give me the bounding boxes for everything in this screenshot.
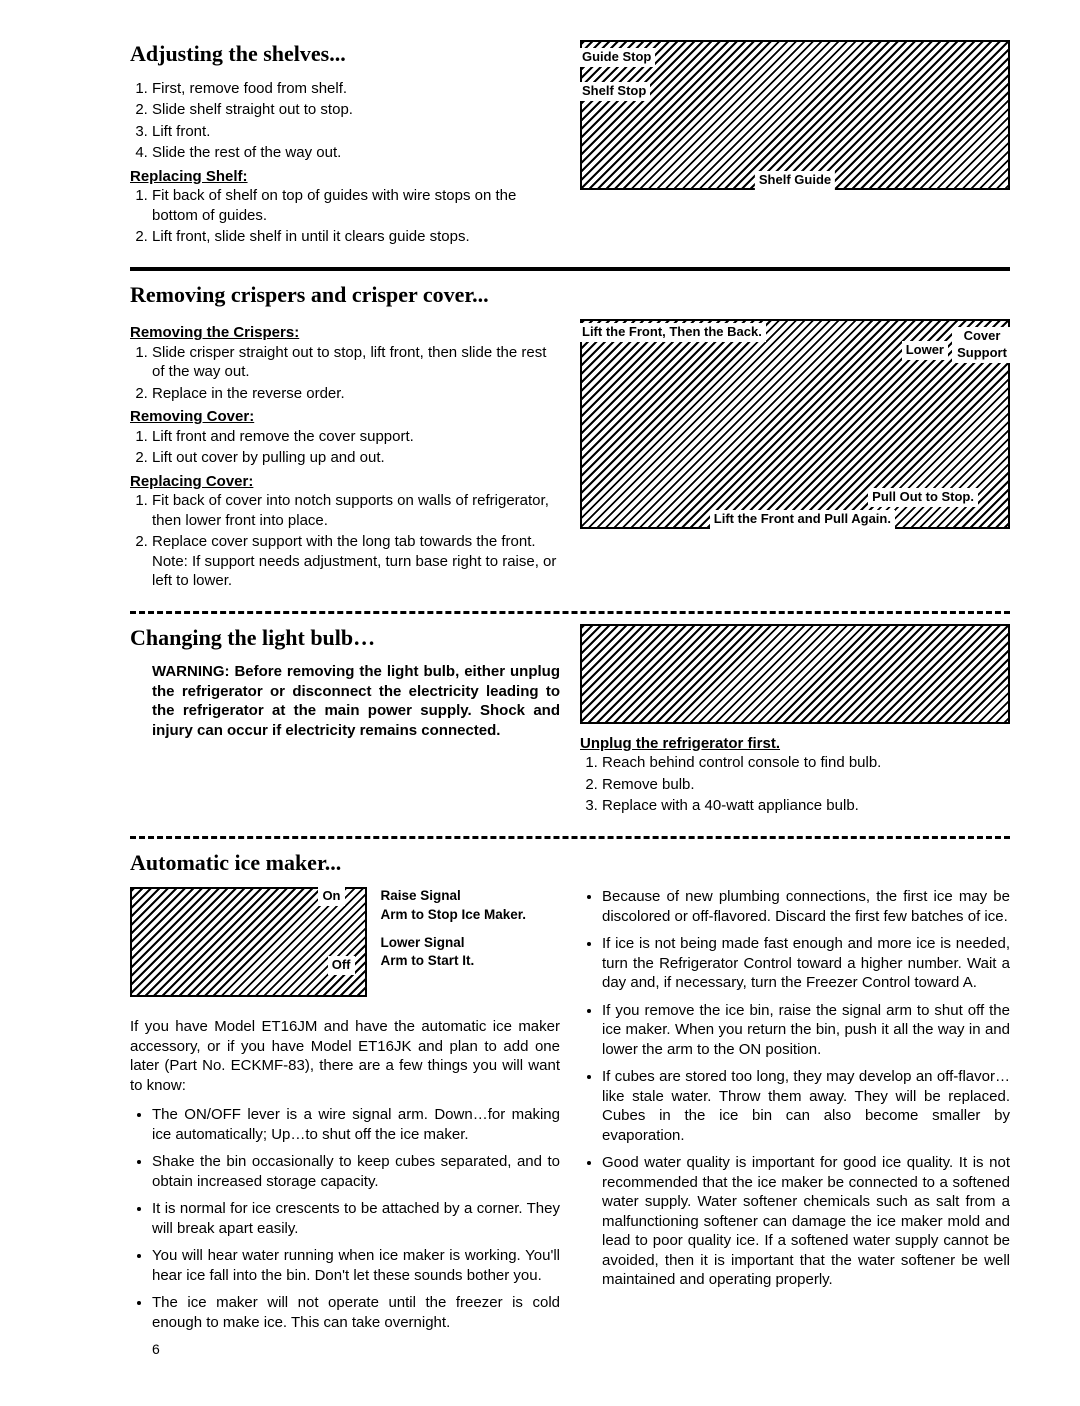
replacing-cover-steps: Fit back of cover into notch supports on…	[130, 491, 560, 591]
list-item: Lift front.	[152, 122, 560, 142]
removing-cover-steps: Lift front and remove the cover support.…	[130, 427, 560, 468]
fig-label-lift-front: Lift the Front, Then the Back.	[578, 323, 766, 342]
list-item: Lift front, slide shelf in until it clea…	[152, 227, 560, 247]
figure-shelf-diagram: Guide Stop Shelf Stop Shelf Guide	[580, 40, 1010, 190]
list-item: Replace in the reverse order.	[152, 384, 560, 404]
list-item: First, remove food from shelf.	[152, 79, 560, 99]
label-raise-signal-2: Arm to Stop Ice Maker.	[381, 907, 527, 922]
divider	[130, 267, 1010, 271]
list-item: Because of new plumbing connections, the…	[602, 887, 1010, 926]
list-item: You will hear water running when ice mak…	[152, 1246, 560, 1285]
list-item: Lift out cover by pulling up and out.	[152, 448, 560, 468]
section-adjusting-shelves: Adjusting the shelves... First, remove f…	[130, 40, 1010, 249]
ice-maker-right-bullets: Because of new plumbing connections, the…	[580, 887, 1010, 1290]
figure-crisper-diagram: Lift the Front, Then the Back. Lower Cov…	[580, 319, 1010, 529]
list-item: Slide crisper straight out to stop, lift…	[152, 343, 560, 382]
list-item: It is normal for ice crescents to be att…	[152, 1199, 560, 1238]
figure-ice-maker-diagram: On Off	[130, 887, 367, 997]
fig-label-lift-again: Lift the Front and Pull Again.	[710, 510, 895, 529]
subhead-replacing-shelf: Replacing Shelf:	[130, 167, 560, 187]
page-number: 6	[130, 1340, 560, 1358]
section-ice-maker: Automatic ice maker... On Off Raise Sign…	[130, 849, 1010, 1359]
bulb-warning: WARNING: Before removing the light bulb,…	[130, 662, 560, 740]
subhead-unplug-first: Unplug the refrigerator first.	[580, 734, 1010, 754]
list-item: Good water quality is important for good…	[602, 1153, 1010, 1290]
subhead-removing-crispers: Removing the Crispers:	[130, 323, 560, 343]
label-lower-signal: Lower Signal	[381, 935, 465, 950]
label-raise-signal: Raise Signal	[381, 888, 461, 903]
fig-label-pull-out: Pull Out to Stop.	[868, 488, 978, 507]
heading-removing-crispers: Removing crispers and crisper cover...	[130, 281, 1010, 310]
list-item: Slide shelf straight out to stop.	[152, 100, 560, 120]
section-removing-crispers: Removing crispers and crisper cover... R…	[130, 281, 1010, 593]
ice-maker-left-bullets: The ON/OFF lever is a wire signal arm. D…	[130, 1105, 560, 1332]
section-changing-bulb: Changing the light bulb… WARNING: Before…	[130, 624, 1010, 818]
heading-changing-bulb: Changing the light bulb…	[130, 624, 560, 653]
heading-adjusting-shelves: Adjusting the shelves...	[130, 40, 560, 69]
fig-label-guide-stop: Guide Stop	[578, 48, 655, 67]
list-item: Lift front and remove the cover support.	[152, 427, 560, 447]
list-item: Reach behind control console to find bul…	[602, 753, 1010, 773]
fig-label-shelf-stop: Shelf Stop	[578, 82, 650, 101]
label-lower-signal-2: Arm to Start It.	[381, 953, 475, 968]
list-item: If ice is not being made fast enough and…	[602, 934, 1010, 993]
fig-label-lower: Lower	[902, 341, 948, 360]
list-item: Slide the rest of the way out.	[152, 143, 560, 163]
subhead-replacing-cover: Replacing Cover:	[130, 472, 560, 492]
list-item: Shake the bin occasionally to keep cubes…	[152, 1152, 560, 1191]
list-item: If cubes are stored too long, they may d…	[602, 1067, 1010, 1145]
list-item: Fit back of cover into notch supports on…	[152, 491, 560, 530]
bulb-steps: Reach behind control console to find bul…	[580, 753, 1010, 816]
divider	[130, 836, 1010, 839]
list-item: The ice maker will not operate until the…	[152, 1293, 560, 1332]
list-item: If you remove the ice bin, raise the sig…	[602, 1001, 1010, 1060]
heading-ice-maker: Automatic ice maker...	[130, 849, 1010, 878]
adjust-steps: First, remove food from shelf. Slide she…	[130, 79, 560, 163]
replace-shelf-steps: Fit back of shelf on top of guides with …	[130, 186, 560, 247]
ice-maker-arm-labels: Raise Signal Arm to Stop Ice Maker. Lowe…	[381, 887, 561, 1007]
list-item: Replace with a 40-watt appliance bulb.	[602, 796, 1010, 816]
figure-bulb-diagram	[580, 624, 1010, 724]
list-item: Remove bulb.	[602, 775, 1010, 795]
fig-label-cover-support: Cover Support	[952, 327, 1012, 363]
fig-label-shelf-guide: Shelf Guide	[755, 171, 835, 190]
list-item: Fit back of shelf on top of guides with …	[152, 186, 560, 225]
fig-label-off: Off	[328, 956, 355, 975]
subhead-removing-cover: Removing Cover:	[130, 407, 560, 427]
list-item: Replace cover support with the long tab …	[152, 532, 560, 591]
ice-maker-intro: If you have Model ET16JM and have the au…	[130, 1017, 560, 1095]
fig-label-on: On	[318, 887, 344, 906]
divider	[130, 611, 1010, 614]
list-item: The ON/OFF lever is a wire signal arm. D…	[152, 1105, 560, 1144]
removing-crispers-steps: Slide crisper straight out to stop, lift…	[130, 343, 560, 404]
